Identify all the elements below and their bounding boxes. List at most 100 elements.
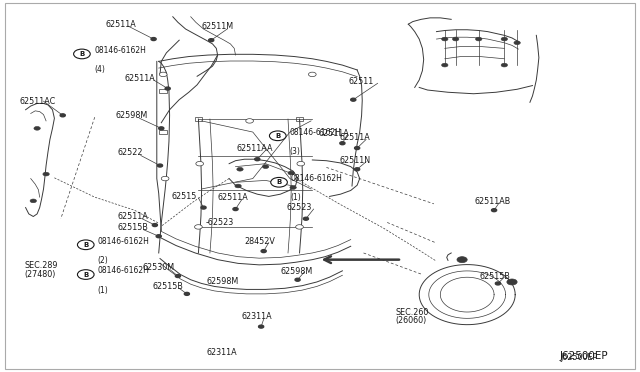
Text: 62311A: 62311A <box>206 348 237 357</box>
Text: 62511AB: 62511AB <box>475 197 511 206</box>
Circle shape <box>355 147 360 150</box>
Text: J62500EP: J62500EP <box>560 353 597 362</box>
Text: (27480): (27480) <box>24 270 56 279</box>
Circle shape <box>60 114 65 117</box>
Text: 62511A: 62511A <box>218 193 248 202</box>
Circle shape <box>196 161 204 166</box>
Text: 62598M: 62598M <box>115 111 147 120</box>
Text: 62511A: 62511A <box>106 20 136 29</box>
Text: 08146-6162H: 08146-6162H <box>289 128 341 137</box>
Circle shape <box>271 177 287 187</box>
Bar <box>296 117 303 121</box>
Text: 62523: 62523 <box>287 203 312 212</box>
Text: 62511A: 62511A <box>125 74 156 83</box>
Circle shape <box>74 49 90 59</box>
Text: (1): (1) <box>97 286 108 295</box>
Text: SEC.289: SEC.289 <box>24 262 58 270</box>
Text: B: B <box>83 272 88 278</box>
Circle shape <box>303 217 308 220</box>
Circle shape <box>201 206 206 209</box>
Text: 62511: 62511 <box>349 77 374 86</box>
Bar <box>159 89 167 93</box>
Circle shape <box>151 38 156 41</box>
Text: 62511AC: 62511AC <box>19 97 56 106</box>
Circle shape <box>34 126 40 130</box>
Circle shape <box>195 225 202 229</box>
Circle shape <box>262 165 269 169</box>
Text: 62511A: 62511A <box>117 212 148 221</box>
Circle shape <box>355 168 360 171</box>
Circle shape <box>209 39 214 42</box>
Circle shape <box>237 167 243 171</box>
Text: 62515B: 62515B <box>152 282 183 291</box>
Circle shape <box>156 235 161 238</box>
Text: B: B <box>275 133 280 139</box>
Text: 08146-6162H: 08146-6162H <box>95 46 147 55</box>
Circle shape <box>269 131 286 141</box>
Circle shape <box>30 199 36 203</box>
Text: 62598M: 62598M <box>280 267 312 276</box>
Circle shape <box>297 161 305 166</box>
Circle shape <box>351 98 356 101</box>
Text: 08146-6162H: 08146-6162H <box>97 237 149 246</box>
Circle shape <box>233 208 238 211</box>
Circle shape <box>259 325 264 328</box>
Text: B: B <box>83 242 88 248</box>
Circle shape <box>295 278 300 281</box>
Text: 08146-6162H: 08146-6162H <box>97 266 149 275</box>
Text: 62515B: 62515B <box>117 223 148 232</box>
Circle shape <box>514 41 520 45</box>
Circle shape <box>77 270 94 279</box>
Circle shape <box>235 184 241 188</box>
Circle shape <box>246 119 253 123</box>
Text: 62511A: 62511A <box>319 129 349 138</box>
Circle shape <box>442 37 448 41</box>
Bar <box>195 117 202 121</box>
Text: 62511M: 62511M <box>202 22 234 31</box>
Circle shape <box>501 37 508 41</box>
Circle shape <box>175 275 180 278</box>
Circle shape <box>161 176 169 181</box>
Circle shape <box>457 257 467 263</box>
Circle shape <box>290 186 296 189</box>
Circle shape <box>255 158 260 161</box>
Circle shape <box>442 63 448 67</box>
Text: 62311A: 62311A <box>242 312 273 321</box>
Circle shape <box>507 279 517 285</box>
Text: 62522: 62522 <box>117 148 143 157</box>
Circle shape <box>296 225 303 229</box>
Text: -62523: -62523 <box>206 218 234 227</box>
Circle shape <box>492 209 497 212</box>
Text: (3): (3) <box>289 147 300 156</box>
Text: J62500EP: J62500EP <box>560 352 609 361</box>
Text: SEC.260: SEC.260 <box>396 308 429 317</box>
Circle shape <box>159 127 164 130</box>
Text: 62515: 62515 <box>172 192 197 201</box>
Text: (4): (4) <box>95 65 106 74</box>
Circle shape <box>501 63 508 67</box>
Text: 62511N: 62511N <box>339 156 371 165</box>
Circle shape <box>495 282 500 285</box>
Circle shape <box>452 37 459 41</box>
Text: 28452V: 28452V <box>244 237 275 246</box>
Text: 08146-6162H: 08146-6162H <box>291 174 342 183</box>
Text: B: B <box>79 51 84 57</box>
Circle shape <box>261 250 266 253</box>
Circle shape <box>165 87 170 90</box>
Text: (1): (1) <box>291 193 301 202</box>
Circle shape <box>152 224 157 227</box>
Circle shape <box>159 72 167 77</box>
Circle shape <box>288 171 294 175</box>
Text: 62511A: 62511A <box>339 133 370 142</box>
Text: 62598M: 62598M <box>206 278 238 286</box>
Bar <box>159 130 167 134</box>
Circle shape <box>43 172 49 176</box>
Text: (2): (2) <box>97 256 108 265</box>
Circle shape <box>157 164 163 167</box>
Circle shape <box>77 240 94 250</box>
Text: 62515B: 62515B <box>480 272 511 280</box>
Text: (26060): (26060) <box>396 316 427 325</box>
Circle shape <box>476 37 482 41</box>
Circle shape <box>340 142 345 145</box>
Text: B: B <box>276 179 282 185</box>
